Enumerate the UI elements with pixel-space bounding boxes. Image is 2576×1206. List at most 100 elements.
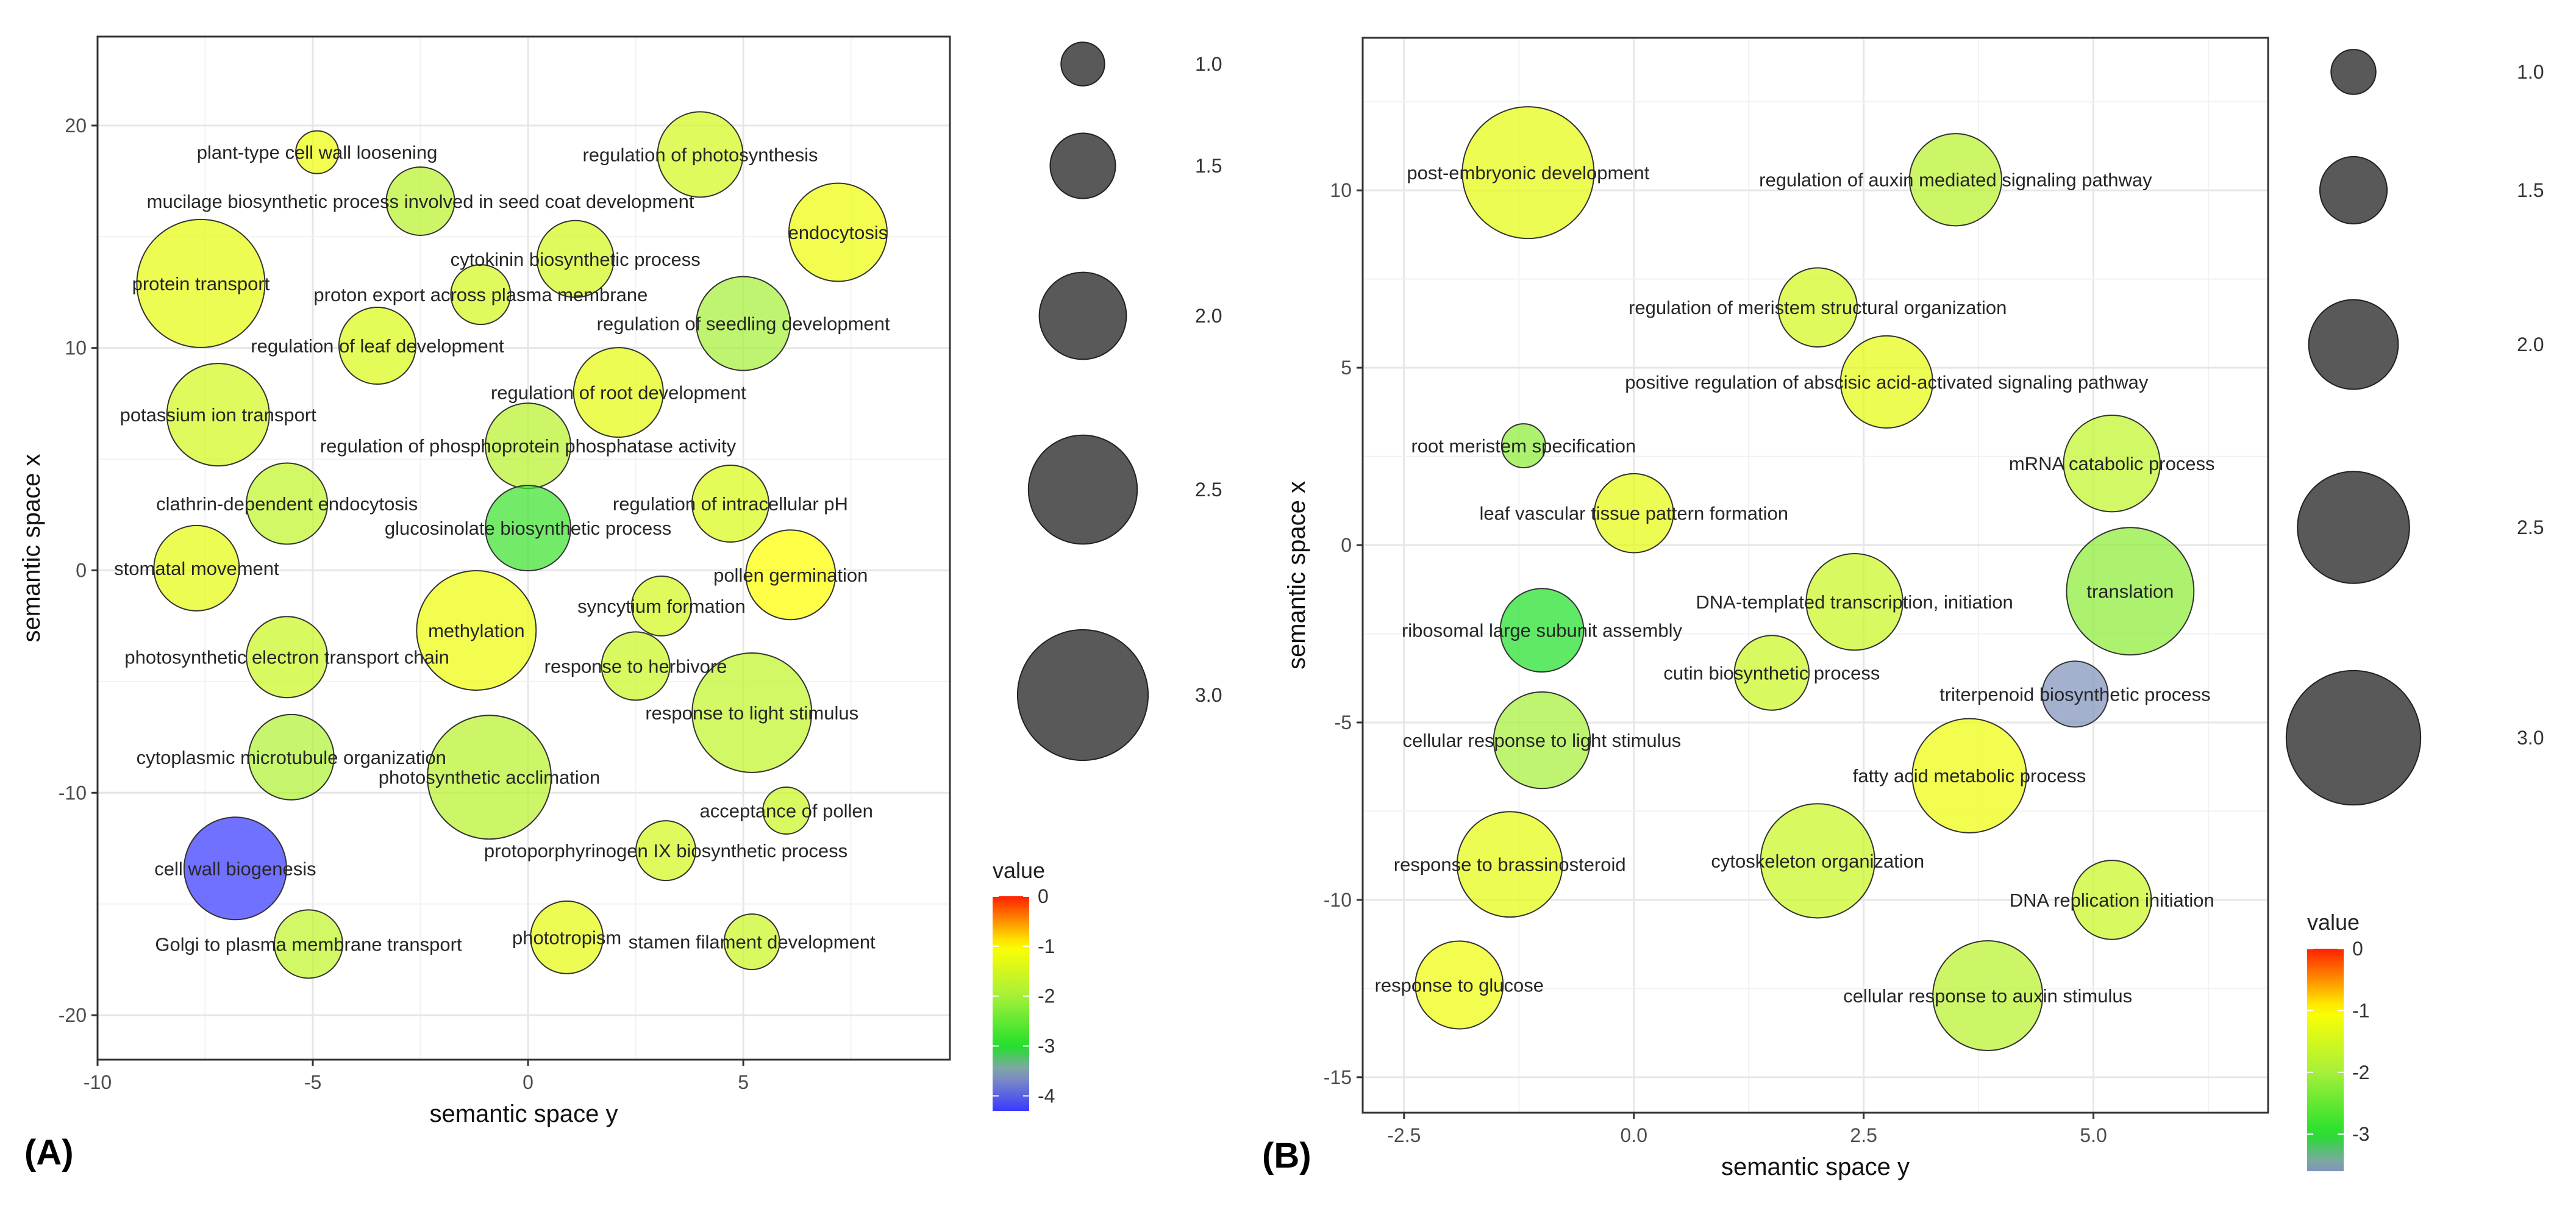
x-tick-label: 5.0 (2080, 1124, 2107, 1146)
bubble-regulation-of-auxin-mediated-signaling-pathway (1908, 133, 2003, 227)
bubble-plant-type-cell-wall-loosening (295, 130, 340, 174)
y-tick-label: -5 (1335, 712, 1352, 733)
bubble-label: photosynthetic acclimation (379, 767, 601, 788)
bubble-label: plant-type cell wall loosening (197, 142, 438, 163)
bubble-label: leaf vascular tissue pattern formation (1479, 503, 1788, 524)
bubble-label: regulation of seedling development (597, 313, 890, 335)
bubble-label: syncytium formation (577, 596, 746, 617)
size-legend-circle (1038, 271, 1127, 360)
x-tick-label: 2.5 (1850, 1124, 1877, 1146)
bubble-label: mRNA catabolic process (2009, 453, 2215, 474)
bubble-label: mucilage biosynthetic process involved i… (147, 191, 694, 212)
bubble-label: DNA-templated transcription, initiation (1696, 591, 2013, 613)
bubble-label: glucosinolate biosynthetic process (385, 518, 671, 539)
panel-label: (B) (1262, 1136, 1311, 1176)
size-legend-circle (2285, 669, 2422, 806)
size-legend-circle (2319, 155, 2388, 225)
bubble-regulation-of-leaf-development (338, 307, 416, 385)
color-bar-label: -4 (1038, 1085, 1055, 1107)
size-legend-circle (1049, 132, 1116, 199)
bubble-cellular-response-to-light-stimulus (1493, 691, 1591, 790)
bubble-label: proton export across plasma membrane (313, 284, 648, 305)
bubble-response-to-herbivore (601, 631, 671, 701)
bubble-cytokinin-biosynthetic-process (536, 219, 615, 298)
bubble-label: translation (2086, 581, 2174, 602)
size-legend-label: 2.5 (2517, 516, 2544, 538)
size-legend-circle (2297, 471, 2410, 584)
y-axis-title: semantic space x (18, 454, 45, 642)
size-legend-label: 1.5 (2517, 179, 2544, 201)
bubble-label: stamen filament development (629, 932, 876, 953)
color-bar-label: -3 (2352, 1123, 2369, 1145)
bubble-syncytium-formation (630, 575, 692, 637)
color-bar-label: -1 (1038, 935, 1055, 957)
bubble-label: response to glucose (1375, 975, 1544, 996)
bubble-stomatal-movement (153, 524, 240, 612)
bubble-label: phototropism (512, 927, 621, 948)
x-tick-label: 0 (523, 1071, 533, 1093)
bubble-cellular-response-to-auxin-stimulus (1932, 940, 2044, 1051)
bubble-label: positive regulation of abscisic acid-act… (1625, 371, 2149, 393)
size-legend-label: 2.5 (1195, 479, 1222, 501)
bubble-protein-transport (136, 218, 266, 348)
bubble-label: regulation of meristem structural organi… (1629, 297, 2007, 318)
x-tick-label: -10 (84, 1071, 112, 1093)
bubble-label: response to light stimulus (645, 702, 858, 724)
x-tick-label: -5 (304, 1071, 321, 1093)
bubble-label: pollen germination (713, 565, 868, 586)
bubble-label: cell wall biogenesis (154, 858, 316, 879)
bubble-label: root meristem specification (1411, 435, 1636, 457)
y-tick-label: -10 (59, 782, 87, 804)
size-legend-circle (2308, 299, 2399, 390)
bubble-label: ribosomal large subunit assembly (1402, 620, 1683, 641)
y-tick-label: 0 (76, 559, 87, 581)
x-tick-label: 5 (738, 1071, 749, 1093)
bubble-label: protein transport (132, 273, 270, 294)
bubble-dna-replication-initiation (2071, 860, 2152, 940)
bubble-proton-export-across-plasma-membrane (450, 264, 512, 326)
color-bar (2307, 949, 2344, 1171)
size-legend-label: 3.0 (2517, 727, 2544, 749)
bubble-label: Golgi to plasma membrane transport (155, 933, 462, 955)
bubble-acceptance-of-pollen (762, 786, 811, 835)
bubble-mucilage-biosynthetic-process-involved-in-seed-coat-development (385, 166, 455, 236)
size-legend-circle (1027, 434, 1138, 545)
bubble-regulation-of-intracellular-ph (691, 465, 769, 543)
bubble-photosynthetic-acclimation (427, 715, 552, 840)
bubble-label: post-embryonic development (1407, 162, 1649, 184)
size-legend-label: 2.0 (2517, 334, 2544, 355)
x-axis-title: semantic space y (1721, 1154, 1910, 1180)
bubble-regulation-of-meristem-structural-organization (1777, 267, 1858, 348)
size-legend-circle (1016, 629, 1149, 762)
bubble-mrna-catabolic-process (2063, 415, 2161, 513)
bubble-root-meristem-specification (1500, 423, 1546, 469)
color-bar (993, 896, 1029, 1111)
bubble-label: protoporphyrinogen IX biosynthetic proce… (484, 840, 847, 862)
panel-a: plant-type cell wall loosening regulation… (18, 35, 1222, 1172)
bubble-glucosinolate-biosynthetic-process (485, 485, 572, 572)
bubble-label: triterpenoid biosynthetic process (1939, 683, 2211, 705)
bubble-endocytosis (788, 182, 888, 282)
size-legend-label: 3.0 (1195, 684, 1222, 706)
bubble-methylation (416, 569, 537, 691)
bubble-regulation-of-photosynthesis (657, 111, 744, 198)
bubble-label: stomatal movement (114, 558, 279, 579)
bubble-cytoskeleton-organization (1760, 803, 1875, 919)
bubble-cell-wall-biogenesis (183, 816, 287, 921)
size-legend-label: 1.0 (1195, 53, 1222, 75)
color-bar-label: -2 (2352, 1061, 2369, 1083)
bubble-label: cellular response to light stimulus (1403, 730, 1682, 751)
bubble-label: response to brassinosteroid (1394, 854, 1626, 876)
panel-b: post-embryonic development regulation of … (1262, 37, 2544, 1180)
bubble-label: photosynthetic electron transport chain (124, 647, 449, 668)
bubble-clathrin-dependent-endocytosis (246, 462, 329, 545)
bubble-label: clathrin-dependent endocytosis (156, 493, 418, 515)
bubble-protoporphyrinogen-ix-biosynthetic-process (635, 820, 696, 882)
x-tick-label: -2.5 (1387, 1124, 1421, 1146)
size-legend-circle (1060, 41, 1105, 87)
plot-frame (96, 35, 951, 1061)
color-legend-title: value (2307, 910, 2360, 935)
y-tick-label: 20 (65, 115, 87, 137)
y-tick-label: 10 (65, 337, 87, 359)
bubble-fatty-acid-metabolic-process (1911, 718, 2027, 833)
